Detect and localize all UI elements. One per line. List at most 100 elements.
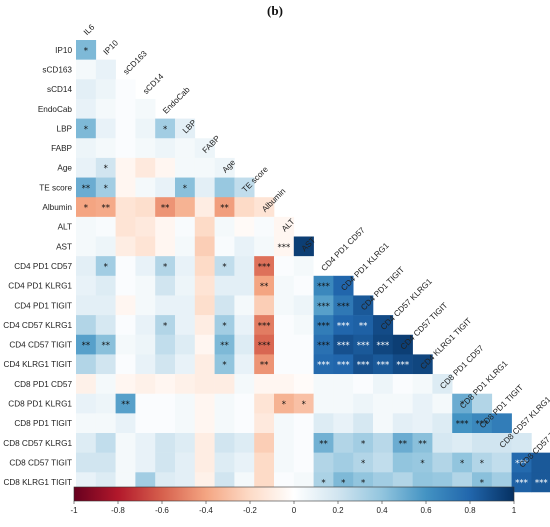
heatmap-cell xyxy=(155,393,176,414)
heatmap-cell xyxy=(293,393,314,414)
heatmap-cell xyxy=(175,374,196,394)
significance-marker: *** xyxy=(396,361,409,371)
significance-marker: * xyxy=(222,321,226,331)
heatmap-cell xyxy=(214,433,235,453)
significance-marker: *** xyxy=(317,361,330,371)
heatmap-cell xyxy=(333,295,354,316)
colorbar-tick-label: 0 xyxy=(292,506,297,515)
heatmap-cell xyxy=(76,118,97,139)
significance-marker: * xyxy=(282,400,286,410)
significance-marker: ** xyxy=(82,184,91,194)
column-label: EndoCab xyxy=(161,85,192,116)
heatmap-cell xyxy=(95,157,116,178)
heatmap-cell xyxy=(531,452,550,473)
heatmap-cell xyxy=(214,177,235,198)
heatmap-cell xyxy=(353,295,374,316)
heatmap-cell xyxy=(76,354,97,375)
row-label: CD4 CD57 KLRG1 xyxy=(3,321,72,330)
significance-marker: * xyxy=(222,262,226,272)
heatmap-cell xyxy=(274,433,295,453)
heatmap-cell xyxy=(254,393,275,414)
significance-marker: * xyxy=(321,479,325,489)
heatmap-cell xyxy=(234,197,255,218)
heatmap-cell xyxy=(194,374,215,394)
significance-marker: *** xyxy=(357,361,370,371)
heatmap-cell xyxy=(254,275,275,296)
heatmap-cell xyxy=(175,177,196,198)
heatmap-cell xyxy=(76,157,97,178)
heatmap-cell xyxy=(194,315,215,336)
heatmap-cell xyxy=(76,197,97,218)
heatmap-cell xyxy=(155,452,176,473)
heatmap-cell xyxy=(254,256,275,277)
heatmap-cell xyxy=(95,236,116,257)
column-label: sCD163 xyxy=(122,49,150,77)
heatmap-cell xyxy=(333,315,354,336)
significance-marker: ** xyxy=(319,439,328,449)
significance-marker: * xyxy=(302,400,306,410)
significance-marker: *** xyxy=(317,341,330,351)
significance-marker: * xyxy=(420,459,424,469)
heatmap-cell xyxy=(373,315,394,336)
heatmap-cell xyxy=(274,256,295,277)
significance-marker: * xyxy=(460,400,464,410)
significance-marker: ** xyxy=(359,321,368,331)
heatmap-cell xyxy=(214,236,235,257)
heatmap-cell xyxy=(95,433,116,453)
heatmap-cell xyxy=(293,452,314,473)
significance-marker: * xyxy=(104,164,108,174)
heatmap-cell xyxy=(353,334,374,355)
heatmap-cell xyxy=(135,157,156,178)
heatmap-cell xyxy=(115,334,136,355)
colorbar-tick-label: 0.2 xyxy=(332,506,344,515)
significance-marker: * xyxy=(84,204,88,214)
heatmap-cell xyxy=(353,433,374,453)
row-label: sCD163 xyxy=(42,65,72,74)
heatmap-cell xyxy=(392,354,413,375)
heatmap-cell xyxy=(254,315,275,336)
heatmap-cell xyxy=(76,413,97,434)
heatmap-cell xyxy=(254,216,275,237)
heatmap-cell xyxy=(293,295,314,316)
column-label: IL6 xyxy=(82,22,97,37)
row-label: ALT xyxy=(58,223,72,232)
heatmap-cell xyxy=(76,295,97,316)
heatmap-cell xyxy=(274,334,295,355)
heatmap-cell xyxy=(491,433,512,453)
row-label: IP10 xyxy=(55,46,72,55)
heatmap-cell xyxy=(175,413,196,434)
significance-marker: *** xyxy=(377,341,390,351)
heatmap-cell xyxy=(392,413,413,434)
heatmap-cell xyxy=(95,374,116,394)
significance-marker: * xyxy=(84,125,88,135)
heatmap-cell xyxy=(452,413,473,434)
heatmap-cell xyxy=(274,374,295,394)
heatmap-cell xyxy=(76,216,97,237)
heatmap-cell xyxy=(135,433,156,453)
heatmap-cell xyxy=(95,275,116,296)
heatmap-cell xyxy=(234,216,255,237)
heatmap-cell xyxy=(214,216,235,237)
heatmap-cell xyxy=(115,157,136,178)
heatmap-cell xyxy=(274,295,295,316)
colorbar-tick-label: 0.8 xyxy=(464,506,476,515)
heatmap-cell xyxy=(175,334,196,355)
heatmap-cell xyxy=(115,256,136,277)
heatmap-cell xyxy=(115,315,136,336)
heatmap-cell xyxy=(333,354,354,375)
heatmap-cell xyxy=(234,334,255,355)
heatmap-cell xyxy=(135,295,156,316)
significance-marker: ** xyxy=(82,341,91,351)
heatmap-cell xyxy=(115,295,136,316)
heatmap-cell xyxy=(95,295,116,316)
heatmap-cell xyxy=(254,354,275,375)
heatmap-cell xyxy=(234,256,255,277)
heatmap-cell xyxy=(175,354,196,375)
significance-marker: * xyxy=(341,479,345,489)
significance-marker: *** xyxy=(476,420,489,430)
heatmap-cell xyxy=(333,374,354,394)
heatmap-cell xyxy=(194,275,215,296)
heatmap-cell xyxy=(95,177,116,198)
heatmap-cell xyxy=(214,413,235,434)
heatmap-cell xyxy=(293,236,314,257)
